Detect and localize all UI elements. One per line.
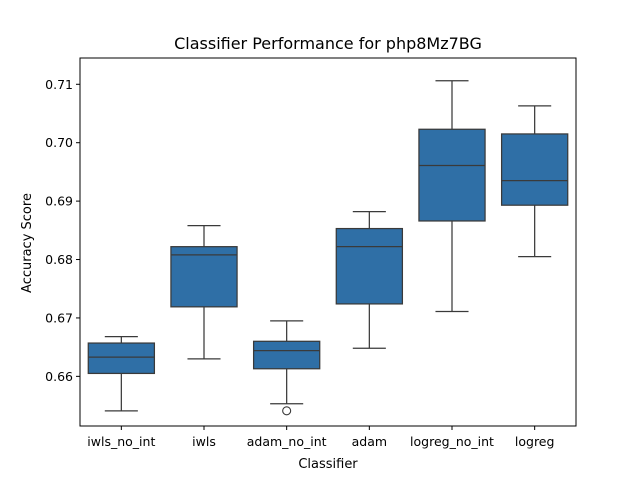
iqr-box [252,340,321,370]
y-axis-label: Accuracy Score [20,193,35,293]
iqr-box [418,128,486,222]
box-adam_no_int [252,320,321,416]
iqr-box [87,342,156,375]
y-tick-label: 0.70 [45,135,73,150]
x-tick-label: logreg_no_int [410,434,494,449]
y-tick-label: 0.69 [45,194,73,209]
chart-title: Classifier Performance for php8Mz7BG [174,34,482,53]
x-tick-label: adam [352,434,387,449]
x-axis: iwls_no_int iwls adam_no_int adam logreg_no_… [87,426,554,449]
plot-area [79,57,577,427]
y-axis: 0.66 0.67 0.68 0.69 0.70 0.71 [45,77,80,384]
y-tick-label: 0.68 [45,252,73,267]
x-tick-label: adam_no_int [247,434,327,449]
box-adam [335,211,404,349]
iqr-box [335,227,404,305]
iqr-box [170,246,238,308]
box-iwls_no_int [87,336,156,412]
x-tick-label: iwls_no_int [87,434,155,449]
plot-frame [79,57,577,427]
box-logreg_no_int [418,80,486,313]
iqr-box [500,133,569,206]
y-tick-label: 0.67 [45,310,73,325]
outlier-point [282,406,292,416]
y-tick-label: 0.71 [45,77,73,92]
x-tick-label: iwls [192,434,216,449]
x-axis-label: Classifier [298,457,358,472]
box-logreg [500,105,569,258]
box-iwls [170,225,238,360]
y-tick-label: 0.66 [45,369,73,384]
x-tick-label: logreg [515,434,555,449]
